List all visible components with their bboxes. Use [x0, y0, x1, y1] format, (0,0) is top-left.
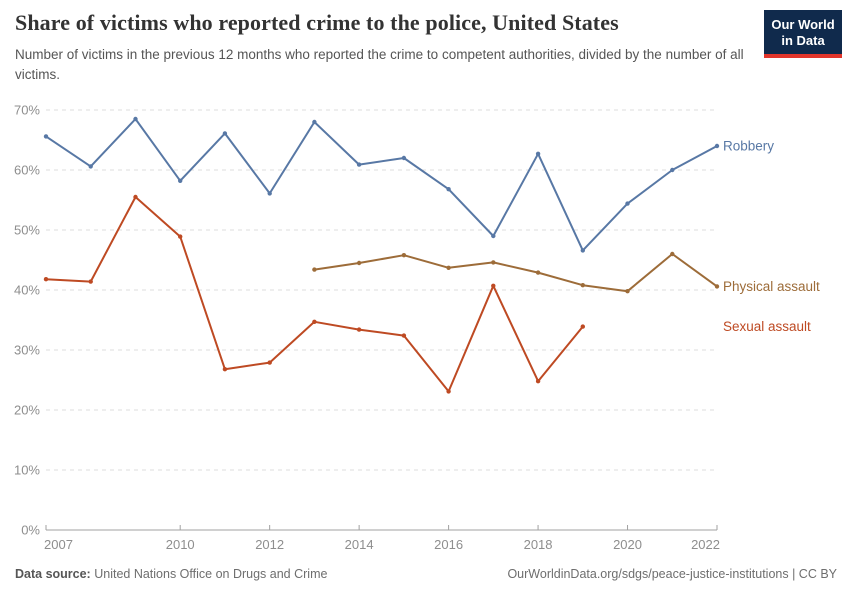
data-point-sexual-assault [43, 277, 49, 282]
data-point-sexual-assault [178, 234, 183, 239]
x-axis-tick-label: 2022 [691, 537, 720, 552]
data-point-sexual-assault [356, 327, 362, 332]
y-axis-tick-label: 60% [14, 163, 40, 178]
data-point-physical-assault [356, 260, 362, 266]
data-point-physical-assault [625, 289, 630, 294]
chart-footer: Data source: United Nations Office on Dr… [15, 567, 837, 581]
y-axis-tick-label: 70% [14, 103, 40, 118]
data-point-sexual-assault [491, 283, 496, 288]
logo-line2: in Data [781, 33, 825, 48]
data-point-physical-assault [714, 284, 720, 289]
data-point-robbery [491, 233, 496, 239]
series-line-sexual-assault[interactable] [45, 196, 584, 393]
data-source-value: United Nations Office on Drugs and Crime [94, 567, 328, 581]
owid-logo[interactable]: Our World in Data [764, 10, 842, 58]
data-point-robbery [446, 187, 451, 192]
data-point-robbery [88, 164, 93, 169]
series-line-robbery[interactable] [45, 118, 718, 252]
y-axis-tick-label: 40% [14, 283, 40, 298]
data-point-robbery [178, 178, 183, 183]
series-label-robbery[interactable]: Robbery [723, 139, 774, 154]
data-point-sexual-assault [446, 389, 451, 394]
data-point-robbery [670, 167, 675, 173]
citation-link[interactable]: OurWorldinData.org/sdgs/peace-justice-in… [507, 567, 837, 581]
data-point-robbery [401, 155, 407, 161]
data-point-sexual-assault [222, 367, 228, 372]
data-point-robbery [267, 191, 272, 196]
data-point-physical-assault [535, 270, 541, 275]
logo-line1: Our World [771, 17, 835, 32]
data-point-physical-assault [580, 283, 585, 288]
x-axis-tick-label: 2007 [44, 537, 73, 552]
data-point-robbery [356, 162, 362, 167]
data-point-sexual-assault [88, 279, 93, 284]
data-point-sexual-assault [267, 360, 272, 365]
data-point-sexual-assault [133, 194, 138, 200]
x-axis-tick-label: 2016 [434, 537, 463, 552]
data-point-robbery [580, 248, 585, 253]
data-point-physical-assault [312, 267, 317, 272]
data-point-physical-assault [446, 265, 451, 270]
data-point-physical-assault [670, 251, 675, 257]
x-axis-tick-label: 2012 [255, 537, 284, 552]
data-point-robbery [43, 134, 49, 139]
data-point-sexual-assault [535, 379, 541, 384]
series-label-physical-assault[interactable]: Physical assault [723, 279, 820, 294]
x-axis-tick-label: 2018 [524, 537, 553, 552]
data-point-robbery [312, 119, 317, 125]
series-label-sexual-assault[interactable]: Sexual assault [723, 319, 811, 334]
series-line-physical-assault[interactable] [313, 253, 718, 293]
y-axis-tick-label: 50% [14, 223, 40, 238]
data-point-robbery [133, 116, 138, 122]
data-point-sexual-assault [580, 324, 585, 329]
y-axis-tick-label: 20% [14, 403, 40, 418]
data-point-robbery [714, 143, 720, 149]
chart-header: Share of victims who reported crime to t… [15, 10, 842, 84]
chart-subtitle: Number of victims in the previous 12 mon… [15, 47, 744, 82]
data-point-robbery [222, 131, 228, 136]
x-axis-tick-label: 2010 [166, 537, 195, 552]
page-title: Share of victims who reported crime to t… [15, 10, 619, 35]
y-axis-tick-label: 30% [14, 343, 40, 358]
data-point-sexual-assault [312, 319, 317, 324]
x-axis-tick-label: 2014 [345, 537, 374, 552]
data-point-sexual-assault [401, 333, 407, 338]
data-point-robbery [535, 151, 541, 156]
data-point-physical-assault [401, 253, 407, 258]
data-source-label: Data source: [15, 567, 91, 581]
data-point-physical-assault [491, 260, 496, 265]
data-source: Data source: United Nations Office on Dr… [15, 567, 327, 581]
y-axis-tick-label: 10% [14, 463, 40, 478]
x-axis-tick-label: 2020 [613, 537, 642, 552]
y-axis-tick-label: 0% [21, 523, 40, 538]
data-point-robbery [625, 201, 630, 206]
